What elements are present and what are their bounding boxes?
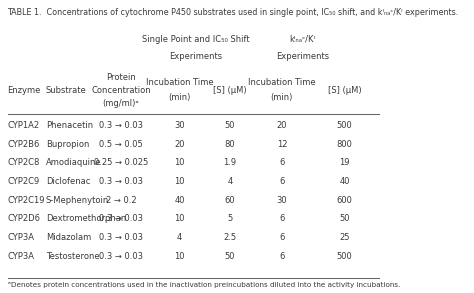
Text: 600: 600 [337,196,353,205]
Text: 0.3 → 0.03: 0.3 → 0.03 [99,214,143,223]
Text: Experiments: Experiments [276,52,329,61]
Text: 500: 500 [337,121,353,130]
Text: Incubation Time: Incubation Time [248,78,316,87]
Text: 800: 800 [337,140,353,149]
Text: Protein: Protein [106,73,136,81]
Text: 60: 60 [225,196,235,205]
Text: 10: 10 [174,177,185,186]
Text: 25: 25 [339,233,350,242]
Text: S-Mephenytoin: S-Mephenytoin [46,196,109,205]
Text: kᴵₙₐᶜ/Kᴵ: kᴵₙₐᶜ/Kᴵ [290,35,316,44]
Text: (mg/ml)ᵃ: (mg/ml)ᵃ [103,99,139,108]
Text: 5: 5 [228,214,233,223]
Text: CYP3A: CYP3A [8,252,35,261]
Text: Substrate: Substrate [46,86,87,95]
Text: 12: 12 [277,140,287,149]
Text: 30: 30 [277,196,287,205]
Text: 500: 500 [337,252,353,261]
Text: 0.3 → 0.03: 0.3 → 0.03 [99,177,143,186]
Text: 40: 40 [174,196,185,205]
Text: 10: 10 [174,158,185,167]
Text: Bupropion: Bupropion [46,140,89,149]
Text: Amodiaquine: Amodiaquine [46,158,101,167]
Text: CYP2C19: CYP2C19 [8,196,45,205]
Text: 0.3 → 0.03: 0.3 → 0.03 [99,121,143,130]
Text: 0.25 → 0.025: 0.25 → 0.025 [94,158,148,167]
Text: Phenacetin: Phenacetin [46,121,93,130]
Text: 50: 50 [225,252,235,261]
Text: 50: 50 [225,121,235,130]
Text: CYP2C8: CYP2C8 [8,158,40,167]
Text: 0.3 → 0.03: 0.3 → 0.03 [99,233,143,242]
Text: 10: 10 [174,214,185,223]
Text: 40: 40 [339,177,350,186]
Text: ᵃDenotes protein concentrations used in the inactivation preincubations diluted : ᵃDenotes protein concentrations used in … [8,282,400,288]
Text: (min): (min) [271,93,293,102]
Text: (min): (min) [168,93,191,102]
Text: 0.3 → 0.03: 0.3 → 0.03 [99,252,143,261]
Text: CYP2D6: CYP2D6 [8,214,41,223]
Text: 6: 6 [279,252,284,261]
Text: 6: 6 [279,158,284,167]
Text: 2 → 0.2: 2 → 0.2 [106,196,137,205]
Text: 19: 19 [339,158,350,167]
Text: Dextromethorphan: Dextromethorphan [46,214,126,223]
Text: Experiments: Experiments [169,52,222,61]
Text: Midazolam: Midazolam [46,233,91,242]
Text: 4: 4 [177,233,182,242]
Text: 6: 6 [279,214,284,223]
Text: 6: 6 [279,233,284,242]
Text: Diclofenac: Diclofenac [46,177,90,186]
Text: 2.5: 2.5 [223,233,237,242]
Text: CYP3A: CYP3A [8,233,35,242]
Text: 6: 6 [279,177,284,186]
Text: 80: 80 [225,140,235,149]
Text: Incubation Time: Incubation Time [146,78,213,87]
Text: [S] (μM): [S] (μM) [328,86,361,95]
Text: CYP1A2: CYP1A2 [8,121,40,130]
Text: 20: 20 [174,140,185,149]
Text: 0.5 → 0.05: 0.5 → 0.05 [99,140,143,149]
Text: Concentration: Concentration [91,86,151,95]
Text: 20: 20 [277,121,287,130]
Text: Testosterone: Testosterone [46,252,100,261]
Text: 4: 4 [228,177,233,186]
Text: Single Point and IC₅₀ Shift: Single Point and IC₅₀ Shift [142,35,249,44]
Text: 10: 10 [174,252,185,261]
Text: 30: 30 [174,121,185,130]
Text: TABLE 1.  Concentrations of cytochrome P450 substrates used in single point, IC₅: TABLE 1. Concentrations of cytochrome P4… [8,8,459,17]
Text: 1.9: 1.9 [223,158,237,167]
Text: [S] (μM): [S] (μM) [213,86,247,95]
Text: 50: 50 [339,214,350,223]
Text: CYP2C9: CYP2C9 [8,177,40,186]
Text: CYP2B6: CYP2B6 [8,140,40,149]
Text: Enzyme: Enzyme [8,86,41,95]
